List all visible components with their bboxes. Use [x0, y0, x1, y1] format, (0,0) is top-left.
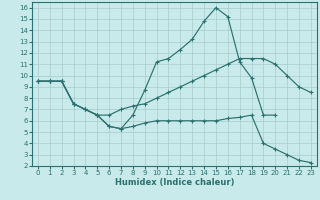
X-axis label: Humidex (Indice chaleur): Humidex (Indice chaleur) [115, 178, 234, 187]
